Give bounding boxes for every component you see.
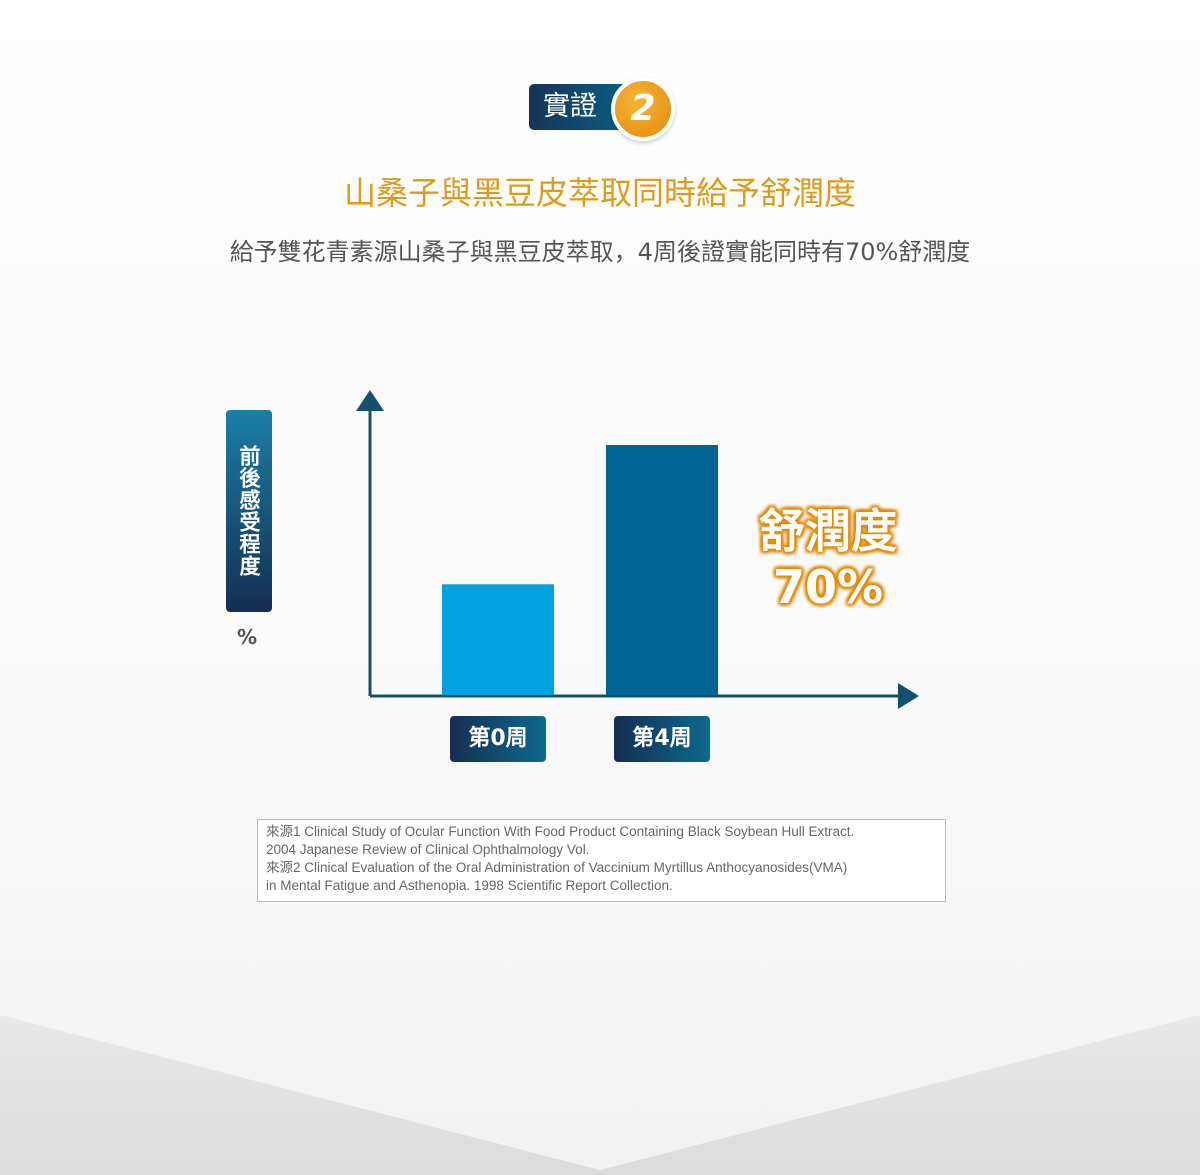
page-title: 山桑子與黑豆皮萃取同時給予舒潤度 xyxy=(343,174,856,212)
x-axis-arrow-icon xyxy=(898,683,919,709)
y-axis-label: 前後感受程度 xyxy=(226,410,272,612)
references-box: 來源1 Clinical Study of Ocular Function Wi… xyxy=(257,819,946,902)
callout-annotation: 舒潤度 70% xyxy=(748,503,908,615)
x-tick-label-week4: 第4周 xyxy=(614,716,710,762)
bar-0 xyxy=(442,584,554,695)
evidence-badge: 實證 xyxy=(529,84,629,130)
reference-line: 來源2 Clinical Evaluation of the Oral Admi… xyxy=(266,860,848,875)
callout-line1: 舒潤度 xyxy=(759,504,897,558)
subtitle: 給予雙花青素源山桑子與黑豆皮萃取，4周後證實能同時有70%舒潤度 xyxy=(229,238,971,266)
evidence-number: 2 xyxy=(611,77,675,141)
bar-1 xyxy=(606,445,718,695)
y-axis-unit: % xyxy=(237,625,258,649)
reference-line: 來源1 Clinical Study of Ocular Function Wi… xyxy=(266,824,855,839)
x-tick-label-week0: 第0周 xyxy=(450,716,546,762)
reference-line: 2004 Japanese Review of Clinical Ophthal… xyxy=(266,842,590,857)
y-axis-arrow-icon xyxy=(356,390,384,411)
reference-line: in Mental Fatigue and Asthenopia. 1998 S… xyxy=(266,878,673,893)
callout-line2: 70% xyxy=(772,560,884,614)
